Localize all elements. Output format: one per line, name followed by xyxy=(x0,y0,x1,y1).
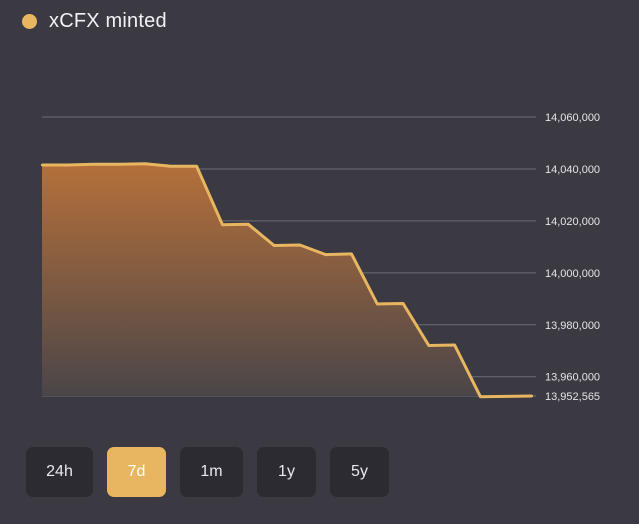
y-tick-label: 14,020,000 xyxy=(545,216,600,228)
range-button-1m[interactable]: 1m xyxy=(180,447,243,497)
data-point xyxy=(401,302,405,305)
data-point xyxy=(427,344,431,347)
y-tick-label: 14,060,000 xyxy=(545,112,600,124)
chart-legend: xCFX minted xyxy=(22,8,167,34)
data-point xyxy=(272,244,276,247)
range-button-5y[interactable]: 5y xyxy=(330,447,389,497)
range-button-7d[interactable]: 7d xyxy=(107,447,166,497)
data-point xyxy=(92,163,95,166)
data-point xyxy=(195,165,198,168)
data-point xyxy=(376,302,379,306)
series-line xyxy=(42,162,533,399)
y-tick-label: 14,040,000 xyxy=(545,164,600,176)
y-tick-label: 13,980,000 xyxy=(545,320,600,332)
current-value-label: 13,952,565 xyxy=(545,391,600,403)
data-point xyxy=(40,163,44,167)
time-range-selector: 24h 7d 1m 1y 5y xyxy=(26,447,389,497)
data-point xyxy=(169,165,173,168)
data-point xyxy=(221,223,224,226)
legend-dot-icon xyxy=(22,13,37,29)
data-point xyxy=(66,163,69,167)
data-point xyxy=(247,223,250,226)
data-point xyxy=(505,395,508,398)
data-point xyxy=(143,162,147,165)
legend-label: xCFX minted xyxy=(49,9,167,32)
data-point xyxy=(298,243,302,247)
data-point xyxy=(324,253,327,256)
data-point xyxy=(350,252,353,256)
y-tick-label: 14,000,000 xyxy=(545,268,600,280)
data-point xyxy=(118,163,121,166)
data-point xyxy=(453,343,456,347)
series-area xyxy=(42,163,532,397)
range-button-1y[interactable]: 1y xyxy=(257,447,316,497)
data-point xyxy=(530,394,534,398)
data-point xyxy=(479,395,482,398)
minted-chart: 13,960,000 13,980,000 14,000,000 14,020,000… xyxy=(40,112,600,403)
range-button-24h[interactable]: 24h xyxy=(26,447,93,497)
y-tick-label: 13,960,000 xyxy=(545,372,600,384)
